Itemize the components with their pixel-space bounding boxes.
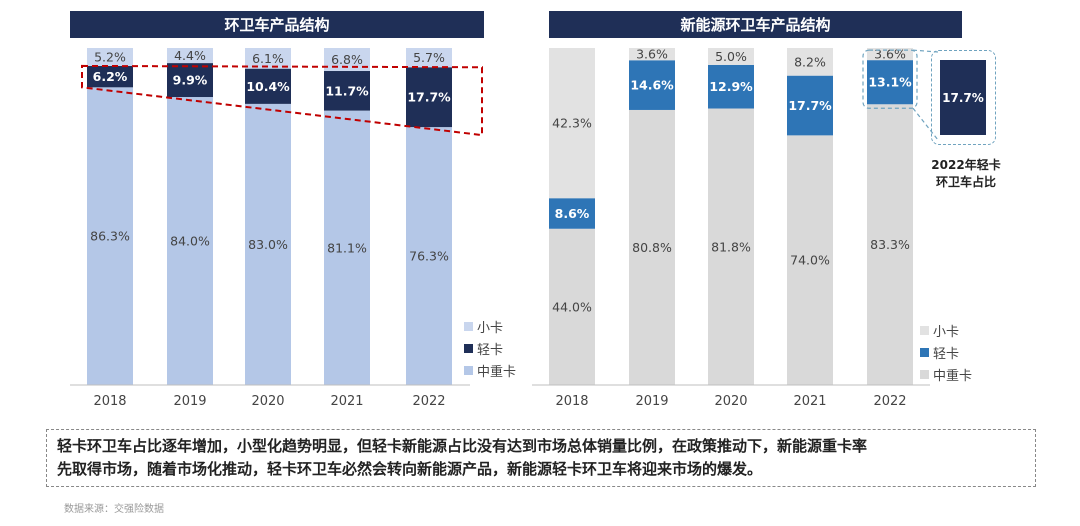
data-label: 17.7%: [788, 98, 832, 113]
bar-segment: [629, 109, 675, 385]
data-label: 83.0%: [248, 237, 288, 252]
x-tick-label: 2020: [714, 394, 747, 409]
data-label: 3.6%: [874, 47, 906, 62]
bar-segment: [167, 48, 213, 64]
data-label: 44.0%: [552, 299, 592, 314]
legend-label: 中重卡: [933, 368, 973, 384]
data-label: 17.7%: [407, 90, 451, 105]
x-tick-label: 2018: [93, 394, 126, 409]
callout-frame: [931, 50, 996, 145]
bar-segment: [167, 97, 213, 385]
legend-label: 轻卡: [477, 342, 504, 358]
data-label: 8.6%: [555, 206, 590, 221]
bar-segment: [549, 48, 595, 199]
chart1-title: 环卫车产品结构: [70, 11, 484, 38]
x-tick-label: 2021: [330, 394, 363, 409]
bar-segment: [245, 103, 291, 385]
x-tick-label: 2019: [635, 394, 668, 409]
summary-note: 轻卡环卫车占比逐年增加，小型化趋势明显，但轻卡新能源占比没有达到市场总体销量比例…: [46, 429, 1036, 487]
data-label: 5.0%: [715, 49, 747, 64]
callout-value: 17.7%: [940, 60, 986, 135]
bar-segment: [87, 48, 133, 66]
bar-segment: [787, 48, 833, 76]
bar-segment: [245, 48, 291, 69]
legend-item-qingka: 轻卡: [920, 341, 972, 363]
bar-segment: [406, 127, 452, 386]
bar-segment: [406, 48, 452, 68]
data-label: 6.1%: [252, 51, 284, 66]
bar-segment: [708, 64, 754, 109]
data-label: 6.8%: [331, 52, 363, 67]
data-label: 5.2%: [94, 49, 126, 64]
highlight-frame: [862, 49, 918, 109]
legend-item-xiaoka: 小卡: [920, 319, 972, 341]
data-label: 12.9%: [709, 79, 753, 94]
x-tick-label: 2021: [793, 394, 826, 409]
data-label: 10.4%: [246, 79, 290, 94]
bar-segment: [549, 228, 595, 385]
callout-caption-line2: 环卫车占比: [935, 175, 996, 189]
chart2-legend: 小卡 轻卡 中重卡: [920, 319, 972, 385]
x-tick-label: 2022: [412, 394, 445, 409]
bar-segment: [549, 198, 595, 229]
summary-note-line1: 轻卡环卫车占比逐年增加，小型化趋势明显，但轻卡新能源占比没有达到市场总体销量比例…: [57, 437, 868, 455]
bar-segment: [324, 71, 370, 111]
data-label: 42.3%: [552, 116, 592, 131]
bar-segment: [87, 87, 133, 385]
x-tick-label: 2018: [555, 394, 588, 409]
legend-label: 轻卡: [933, 346, 960, 362]
bar-segment: [867, 48, 913, 61]
data-label: 5.7%: [413, 50, 445, 65]
data-label: 81.1%: [327, 240, 367, 255]
source-note: 数据来源：交强险数据: [64, 504, 164, 515]
bar-segment: [629, 60, 675, 110]
bar-segment: [787, 75, 833, 136]
bar-segment: [167, 63, 213, 98]
bar-segment: [867, 104, 913, 386]
bar-segment: [708, 48, 754, 65]
legend-label: 小卡: [477, 320, 504, 336]
data-label: 86.3%: [90, 229, 130, 244]
data-label: 81.8%: [711, 239, 751, 254]
data-label: 11.7%: [325, 83, 369, 98]
legend-item-xiaoka: 小卡: [464, 315, 516, 337]
data-label: 80.8%: [632, 240, 672, 255]
legend-label: 小卡: [933, 324, 960, 340]
legend-item-zhongzhongka: 中重卡: [920, 363, 972, 385]
legend-label: 中重卡: [477, 364, 517, 380]
data-label: 14.6%: [630, 78, 674, 93]
bar-segment: [406, 67, 452, 128]
summary-note-line2: 先取得市场，随着市场化推动，轻卡环卫车必然会转向新能源产品，新能源轻卡环卫车将迎…: [57, 460, 763, 478]
data-label: 9.9%: [173, 73, 208, 88]
data-label: 4.4%: [174, 48, 206, 63]
callout-caption: 2022年轻卡 环卫车占比: [918, 157, 1014, 191]
chart1-legend: 小卡 轻卡 中重卡: [464, 315, 516, 381]
bar-segment: [245, 68, 291, 104]
data-label: 3.6%: [636, 47, 668, 62]
bar-segment: [87, 65, 133, 88]
legend-item-qingka: 轻卡: [464, 337, 516, 359]
bar-segment: [629, 48, 675, 61]
bar-segment: [708, 108, 754, 385]
data-label: 13.1%: [868, 75, 912, 90]
data-label: 6.2%: [93, 69, 128, 84]
data-label: 84.0%: [170, 234, 210, 249]
bar-segment: [787, 135, 833, 385]
data-label: 83.3%: [870, 237, 910, 252]
x-tick-label: 2019: [173, 394, 206, 409]
callout-caption-line1: 2022年轻卡: [931, 158, 1001, 172]
data-label: 8.2%: [794, 54, 826, 69]
chart2-title: 新能源环卫车产品结构: [549, 11, 962, 38]
data-label: 74.0%: [790, 253, 830, 268]
bar-segment: [324, 48, 370, 72]
data-label: 76.3%: [409, 249, 449, 264]
x-tick-label: 2020: [251, 394, 284, 409]
x-tick-label: 2022: [873, 394, 906, 409]
bar-segment: [324, 110, 370, 385]
bar-segment: [867, 60, 913, 105]
legend-item-zhongzhongka: 中重卡: [464, 359, 516, 381]
